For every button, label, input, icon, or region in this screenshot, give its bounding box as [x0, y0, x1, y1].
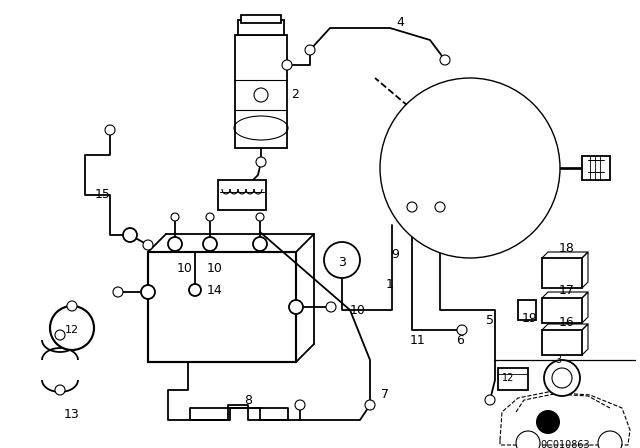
Text: 8: 8 [244, 393, 252, 406]
Text: 10: 10 [177, 262, 193, 275]
Circle shape [168, 237, 182, 251]
Text: 3: 3 [338, 255, 346, 268]
Circle shape [516, 431, 540, 448]
Circle shape [407, 202, 417, 212]
Text: 18: 18 [559, 241, 575, 254]
Text: 14: 14 [207, 284, 223, 297]
Bar [397, 125, 452, 153]
Bar [542, 330, 582, 355]
Circle shape [552, 368, 572, 388]
Text: 11: 11 [410, 333, 426, 346]
Circle shape [485, 395, 495, 405]
Circle shape [295, 400, 305, 410]
Circle shape [67, 301, 77, 311]
Text: 19: 19 [522, 311, 538, 324]
Circle shape [171, 213, 179, 221]
Text: 12: 12 [65, 325, 79, 335]
Circle shape [365, 400, 375, 410]
Circle shape [50, 306, 94, 350]
Circle shape [254, 88, 268, 102]
Text: 16: 16 [559, 315, 575, 328]
Text: 3: 3 [555, 355, 561, 365]
Circle shape [55, 330, 65, 340]
Circle shape [326, 302, 336, 312]
Bar [238, 20, 284, 35]
Bar [542, 298, 582, 323]
Bar [235, 35, 287, 148]
Circle shape [143, 240, 153, 250]
Bar [148, 252, 296, 362]
Bar [400, 207, 422, 225]
Bar [218, 180, 266, 210]
Circle shape [435, 202, 445, 212]
Text: 9: 9 [391, 249, 399, 262]
Bar [498, 368, 528, 390]
Circle shape [189, 284, 201, 296]
Circle shape [289, 300, 303, 314]
Circle shape [457, 325, 467, 335]
Text: 0C010863: 0C010863 [540, 440, 590, 448]
Circle shape [598, 431, 622, 448]
Bar [241, 15, 281, 23]
Bar [542, 258, 582, 288]
Text: 5: 5 [486, 314, 494, 327]
Text: 10: 10 [207, 262, 223, 275]
Text: 6: 6 [456, 333, 464, 346]
Circle shape [206, 213, 214, 221]
Text: 13: 13 [64, 409, 80, 422]
Circle shape [256, 157, 266, 167]
Circle shape [305, 45, 315, 55]
Bar [400, 123, 449, 128]
Circle shape [282, 60, 292, 70]
Bar [392, 155, 460, 207]
Circle shape [324, 242, 360, 278]
Bar [518, 300, 536, 320]
Circle shape [55, 385, 65, 395]
Text: 7: 7 [381, 388, 389, 401]
Circle shape [536, 410, 560, 434]
Text: 10: 10 [350, 303, 366, 316]
Circle shape [203, 237, 217, 251]
Text: 17: 17 [559, 284, 575, 297]
Circle shape [380, 78, 560, 258]
Circle shape [113, 287, 123, 297]
Circle shape [256, 213, 264, 221]
Text: 12: 12 [502, 373, 514, 383]
Text: 4: 4 [396, 16, 404, 29]
Circle shape [253, 237, 267, 251]
Text: 1: 1 [386, 279, 394, 292]
Text: 15: 15 [95, 189, 111, 202]
Circle shape [105, 125, 115, 135]
Circle shape [123, 228, 137, 242]
Circle shape [544, 360, 580, 396]
Circle shape [440, 55, 450, 65]
Circle shape [141, 285, 155, 299]
Bar [582, 156, 610, 180]
Text: 2: 2 [291, 89, 299, 102]
